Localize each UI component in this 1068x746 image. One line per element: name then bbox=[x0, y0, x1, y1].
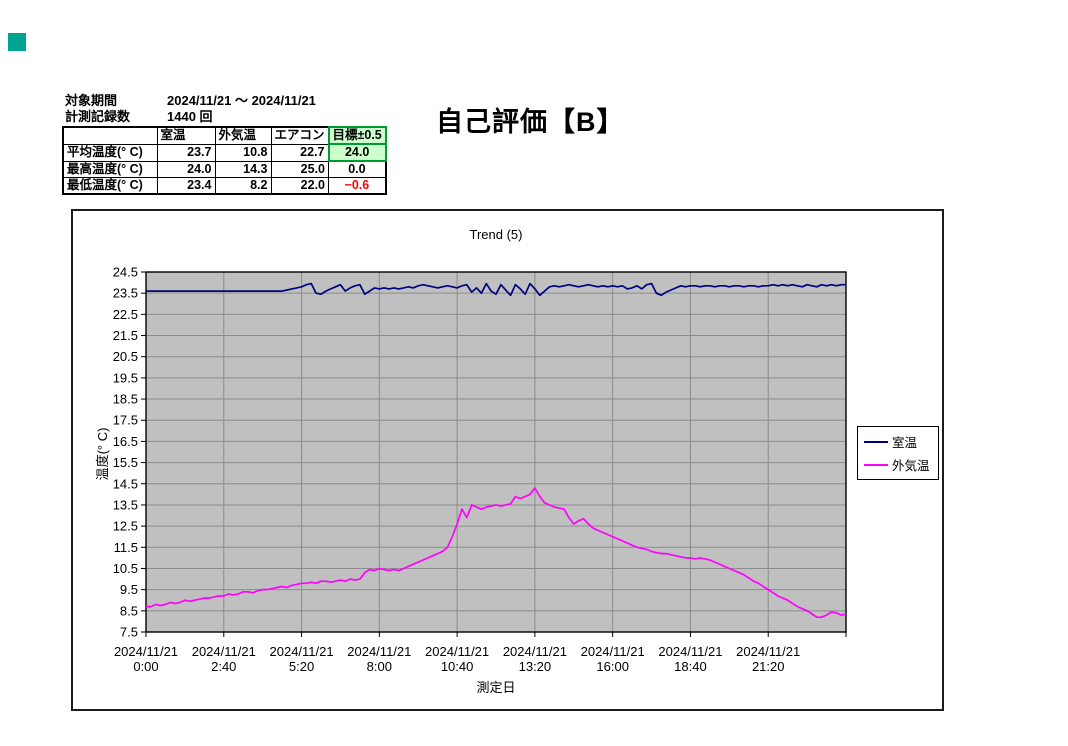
svg-text:2024/11/21: 2024/11/21 bbox=[581, 644, 645, 659]
svg-text:2024/11/21: 2024/11/21 bbox=[503, 644, 567, 659]
summary-header-target: 目標±0.5 bbox=[327, 126, 387, 145]
svg-text:17.5: 17.5 bbox=[113, 413, 138, 428]
svg-text:20.5: 20.5 bbox=[113, 349, 138, 364]
y-axis-title: 温度(° C) bbox=[95, 427, 110, 481]
chart-title: Trend (5) bbox=[469, 227, 523, 242]
svg-text:8.5: 8.5 bbox=[120, 603, 138, 618]
svg-text:2024/11/21: 2024/11/21 bbox=[114, 644, 178, 659]
x-axis-title: 測定日 bbox=[476, 680, 516, 695]
svg-text:13:20: 13:20 bbox=[519, 659, 552, 674]
max-aircon-value: 25.0 bbox=[270, 160, 330, 178]
min-outdoor-value: 8.2 bbox=[214, 177, 272, 195]
svg-text:7.5: 7.5 bbox=[120, 625, 138, 640]
svg-text:24.5: 24.5 bbox=[113, 265, 138, 280]
svg-text:18.5: 18.5 bbox=[113, 392, 138, 407]
max-room-value: 24.0 bbox=[156, 160, 216, 178]
period-label: 対象期間 bbox=[65, 93, 118, 108]
svg-text:2024/11/21: 2024/11/21 bbox=[347, 644, 411, 659]
svg-text:0:00: 0:00 bbox=[133, 659, 158, 674]
svg-text:11.5: 11.5 bbox=[114, 540, 138, 555]
svg-text:23.5: 23.5 bbox=[113, 286, 138, 301]
outdoor-line-swatch bbox=[864, 463, 888, 466]
svg-text:2:40: 2:40 bbox=[211, 659, 236, 674]
avg-room-value: 23.7 bbox=[156, 143, 216, 162]
trend-chart-plot: 24.5 23.5 22.5 21.5 20.5 19.5 18.5 17.5 16.5 15.5… bbox=[113, 265, 847, 674]
svg-text:16.5: 16.5 bbox=[113, 434, 138, 449]
svg-text:2024/11/21: 2024/11/21 bbox=[425, 644, 489, 659]
summary-header-row: 室温 外気温 エアコン 目標±0.5 bbox=[62, 126, 387, 145]
svg-text:21:20: 21:20 bbox=[752, 659, 785, 674]
corner-marker bbox=[8, 33, 26, 51]
svg-text:2024/11/21: 2024/11/21 bbox=[736, 644, 800, 659]
max-target-value: 0.0 bbox=[328, 160, 387, 178]
table-row-min: 最低温度(° C) 23.4 8.2 22.0 −0.6 bbox=[62, 177, 387, 195]
svg-text:18:40: 18:40 bbox=[674, 659, 707, 674]
max-outdoor-value: 14.3 bbox=[214, 160, 272, 178]
min-room-value: 23.4 bbox=[156, 177, 216, 195]
avg-row-label: 平均温度(° C) bbox=[62, 143, 158, 162]
svg-text:10:40: 10:40 bbox=[441, 659, 474, 674]
svg-text:8:00: 8:00 bbox=[367, 659, 392, 674]
summary-header-outdoor: 外気温 bbox=[214, 126, 272, 145]
chart-legend: 室温 外気温 bbox=[857, 426, 939, 480]
max-row-label: 最高温度(° C) bbox=[62, 160, 158, 178]
chart-container: Trend (5) 24.5 23.5 22.5 21.5 20.5 19.5 18.5 17… bbox=[71, 209, 944, 711]
min-aircon-value: 22.0 bbox=[270, 177, 330, 195]
room-line-swatch bbox=[864, 440, 888, 443]
avg-outdoor-value: 10.8 bbox=[214, 143, 272, 162]
min-row-label: 最低温度(° C) bbox=[62, 177, 158, 195]
svg-text:9.5: 9.5 bbox=[120, 582, 138, 597]
report-header-info: 対象期間 2024/11/21 ～ 2024/11/21 計測記録数 1440 … bbox=[65, 93, 316, 124]
svg-text:10.5: 10.5 bbox=[113, 561, 138, 576]
summary-header-blank bbox=[62, 126, 158, 145]
avg-target-value: 24.0 bbox=[327, 143, 387, 162]
svg-text:2024/11/21: 2024/11/21 bbox=[658, 644, 722, 659]
svg-text:14.5: 14.5 bbox=[113, 476, 138, 491]
legend-label-outdoor: 外気温 bbox=[892, 459, 930, 473]
record-count-row: 計測記録数 1440 回 bbox=[65, 109, 316, 125]
summary-header-room: 室温 bbox=[156, 126, 216, 145]
summary-table: 室温 外気温 エアコン 目標±0.5 平均温度(° C) 23.7 10.8 2… bbox=[62, 126, 387, 195]
svg-text:2024/11/21: 2024/11/21 bbox=[192, 644, 256, 659]
svg-text:15.5: 15.5 bbox=[113, 455, 138, 470]
record-count-value: 1440 回 bbox=[167, 108, 213, 124]
min-target-value: −0.6 bbox=[328, 177, 387, 195]
svg-text:16:00: 16:00 bbox=[596, 659, 629, 674]
summary-header-aircon: エアコン bbox=[270, 126, 330, 145]
record-count-label: 計測記録数 bbox=[65, 108, 131, 124]
legend-item-outdoor: 外気温 bbox=[864, 455, 930, 474]
evaluation-title: 自己評価【B】 bbox=[436, 107, 625, 137]
legend-label-room: 室温 bbox=[892, 436, 918, 450]
avg-aircon-value: 22.7 bbox=[270, 143, 330, 162]
svg-text:19.5: 19.5 bbox=[113, 370, 138, 385]
table-row-max: 最高温度(° C) 24.0 14.3 25.0 0.0 bbox=[62, 160, 387, 178]
svg-text:12.5: 12.5 bbox=[113, 519, 138, 534]
svg-text:5:20: 5:20 bbox=[289, 659, 314, 674]
svg-text:21.5: 21.5 bbox=[113, 328, 138, 343]
legend-item-room: 室温 bbox=[864, 432, 930, 451]
svg-text:22.5: 22.5 bbox=[113, 307, 138, 322]
period-row: 対象期間 2024/11/21 ～ 2024/11/21 bbox=[65, 93, 316, 109]
period-value: 2024/11/21 ～ 2024/11/21 bbox=[167, 93, 316, 108]
svg-text:2024/11/21: 2024/11/21 bbox=[270, 644, 334, 659]
svg-text:13.5: 13.5 bbox=[113, 497, 138, 512]
table-row-average: 平均温度(° C) 23.7 10.8 22.7 24.0 bbox=[62, 143, 387, 162]
